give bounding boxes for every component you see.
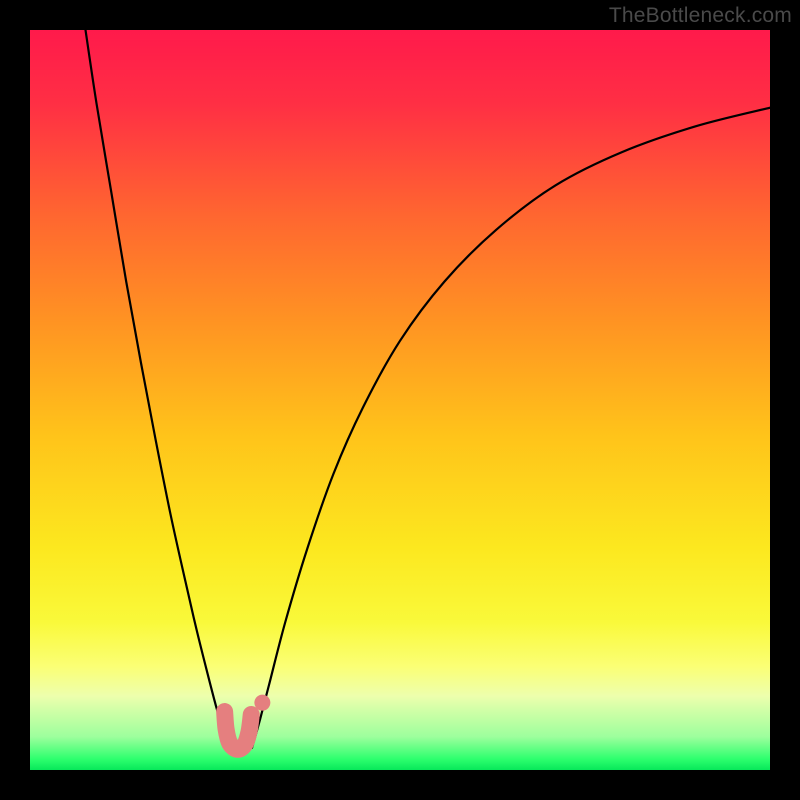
bottleneck-chart — [0, 0, 800, 800]
plot-background — [30, 30, 770, 770]
valley-marker-dot — [254, 695, 270, 711]
watermark-text: TheBottleneck.com — [609, 4, 792, 28]
chart-container: TheBottleneck.com — [0, 0, 800, 800]
